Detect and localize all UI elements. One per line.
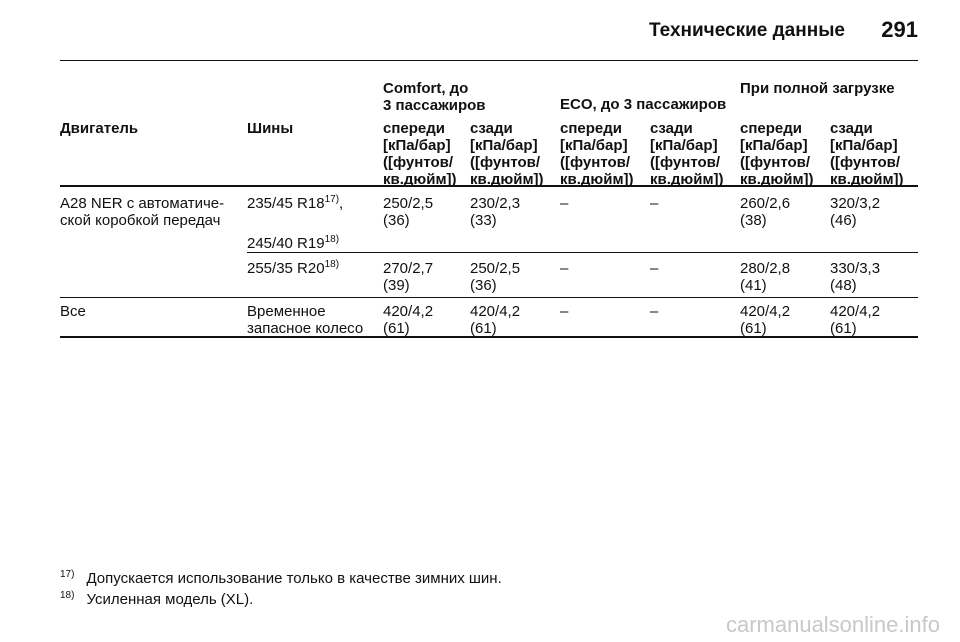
watermark: carmanualsonline.info bbox=[725, 612, 940, 637]
tire-cell: 235/45 R1817), bbox=[247, 194, 344, 213]
tire-cell: Временное запасное колесо bbox=[247, 303, 363, 337]
pressure-cell: 330/3,3 (48) bbox=[830, 260, 881, 294]
column-header: сзади bbox=[470, 120, 513, 137]
pressure-cell: – bbox=[650, 195, 659, 212]
pressure-cell: 420/4,2 (61) bbox=[383, 303, 434, 337]
column-header: Шины bbox=[247, 120, 294, 137]
unit-header: [кПа/бар] ([фунтов/ кв.дюйм]) bbox=[650, 137, 724, 188]
pressure-cell: 250/2,5 (36) bbox=[470, 260, 521, 294]
footnote-text: Допускается использование только в качес… bbox=[86, 570, 502, 587]
table-rule bbox=[60, 185, 918, 187]
tire-size: 245/40 R19 bbox=[247, 235, 325, 252]
column-header: спереди bbox=[383, 120, 445, 137]
pressure-cell: 250/2,5 (36) bbox=[383, 195, 434, 229]
pressure-cell: – bbox=[650, 303, 659, 320]
pressure-cell: – bbox=[560, 303, 569, 320]
column-header: спереди bbox=[560, 120, 622, 137]
page-title: Технические данные bbox=[648, 20, 845, 41]
unit-header: [кПа/бар] ([фунтов/ кв.дюйм]) bbox=[740, 137, 814, 188]
pressure-cell: 320/3,2 (46) bbox=[830, 195, 881, 229]
column-header: Двигатель bbox=[60, 120, 139, 137]
unit-header: [кПа/бар] ([фунтов/ кв.дюйм]) bbox=[470, 137, 544, 188]
row-rule bbox=[60, 297, 918, 298]
group-header: При полной загрузке bbox=[740, 80, 895, 97]
column-header: спереди bbox=[740, 120, 802, 137]
tire-note: 18) bbox=[324, 259, 340, 270]
footnote-text: Усиленная модель (XL). bbox=[86, 591, 254, 608]
pressure-cell: – bbox=[560, 260, 569, 277]
pressure-cell: 280/2,8 (41) bbox=[740, 260, 791, 294]
footnote-mark: 18) bbox=[60, 590, 75, 601]
group-header: ECO, до 3 пассажиров bbox=[560, 96, 727, 113]
pressure-cell: – bbox=[650, 260, 659, 277]
engine-cell: A28 NER с автоматиче- ской коробкой пере… bbox=[60, 195, 225, 229]
pressure-cell: – bbox=[560, 195, 569, 212]
unit-header: [кПа/бар] ([фунтов/ кв.дюйм]) bbox=[383, 137, 457, 188]
tire-note: 17) bbox=[324, 194, 340, 205]
tire-cell: 255/35 R2018) bbox=[247, 259, 340, 278]
page-number: 291 bbox=[881, 17, 918, 42]
header-rule bbox=[60, 60, 918, 61]
tire-cell: 245/40 R1918) bbox=[247, 234, 340, 253]
tire-sep: , bbox=[339, 195, 344, 212]
footnote: 17) Допускается использование только в ка… bbox=[60, 569, 502, 588]
unit-header: [кПа/бар] ([фунтов/ кв.дюйм]) bbox=[560, 137, 634, 188]
table-rule bbox=[60, 336, 918, 338]
group-header: Comfort, до 3 пассажиров bbox=[383, 80, 486, 114]
footnote: 18) Усиленная модель (XL). bbox=[60, 590, 254, 609]
pressure-cell: 420/4,2 (61) bbox=[740, 303, 791, 337]
tire-size: Временное запасное колесо bbox=[247, 303, 364, 337]
unit-header: [кПа/бар] ([фунтов/ кв.дюйм]) bbox=[830, 137, 904, 188]
column-header: сзади bbox=[830, 120, 873, 137]
pressure-cell: 230/2,3 (33) bbox=[470, 195, 521, 229]
footnote-mark: 17) bbox=[60, 569, 75, 580]
row-rule bbox=[247, 252, 918, 253]
tire-note: 18) bbox=[324, 234, 340, 245]
column-header: сзади bbox=[650, 120, 693, 137]
pressure-cell: 420/4,2 (61) bbox=[470, 303, 521, 337]
tire-size: 235/45 R18 bbox=[247, 195, 325, 212]
pressure-cell: 270/2,7 (39) bbox=[383, 260, 434, 294]
pressure-cell: 420/4,2 (61) bbox=[830, 303, 881, 337]
tire-size: 255/35 R20 bbox=[247, 260, 325, 277]
engine-cell: Все bbox=[60, 303, 86, 320]
pressure-cell: 260/2,6 (38) bbox=[740, 195, 791, 229]
